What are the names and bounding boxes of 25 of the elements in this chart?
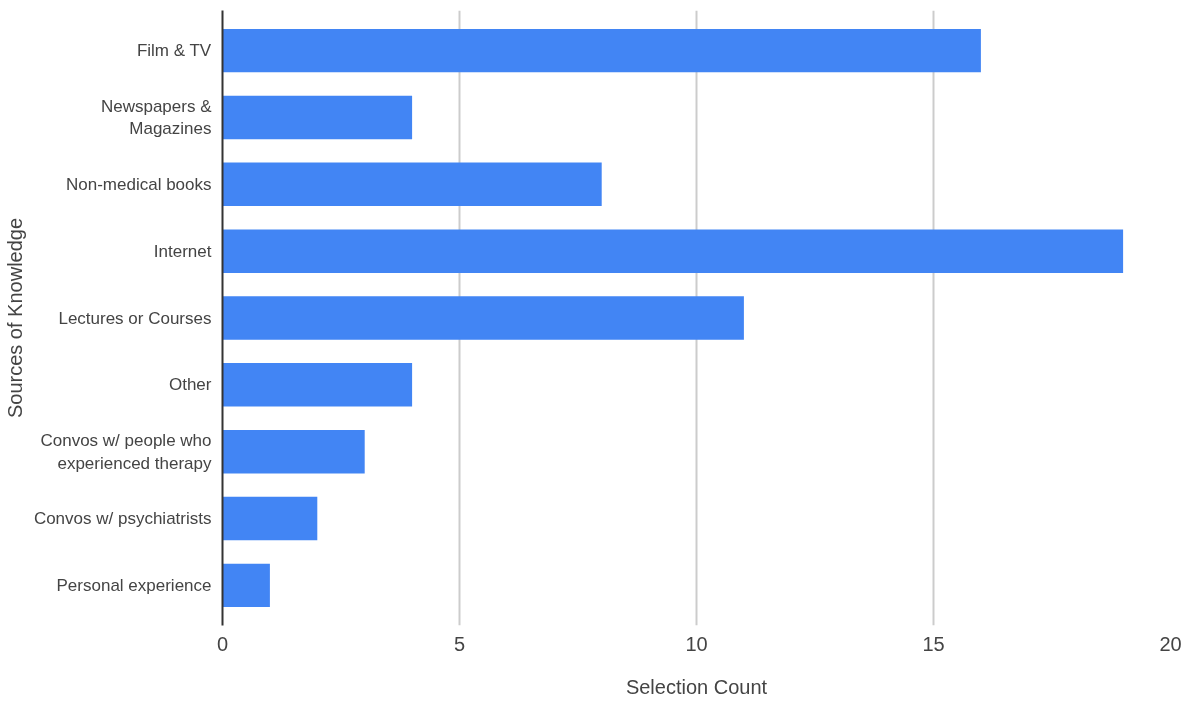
bar: [222, 28, 981, 73]
y-tick-label: Convos w/ people who experienced therapy: [40, 430, 212, 473]
x-tick-label: 15: [922, 632, 945, 655]
y-tick-label: Film & TV: [136, 41, 212, 61]
bar: [222, 162, 602, 207]
x-tick-label: 10: [685, 632, 708, 655]
x-tick-label: 5: [453, 632, 466, 655]
y-tick-label: Non-medical books: [65, 174, 212, 194]
bar: [222, 363, 413, 407]
y-tick-label: Internet: [153, 241, 212, 261]
x-tick-label: 20: [1159, 632, 1182, 655]
bar: [222, 429, 365, 474]
bar: [222, 296, 744, 340]
y-tick-label: Other: [168, 375, 212, 395]
y-tick-label: Newspapers & Magazines: [100, 96, 213, 139]
y-tick-label: Lectures or Courses: [58, 308, 212, 328]
y-tick-label: Convos w/ psychiatrists: [33, 509, 212, 529]
y-axis-title: Sources of Knowledge: [3, 217, 26, 419]
bar: [222, 496, 318, 541]
x-axis-title: Selection Count: [625, 675, 768, 698]
bar: [222, 563, 270, 608]
bar: [222, 95, 413, 140]
x-tick-label: 0: [216, 632, 229, 655]
bar: [222, 229, 1124, 273]
y-tick-label: Personal experience: [56, 575, 212, 595]
